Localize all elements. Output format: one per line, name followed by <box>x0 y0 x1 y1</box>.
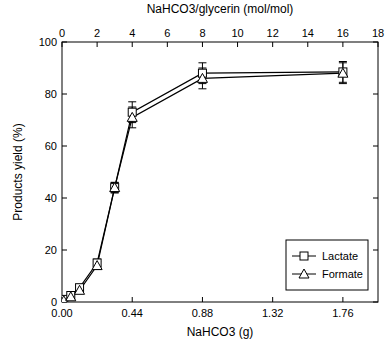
error-cap <box>198 68 206 69</box>
legend: Lactate Formate <box>286 240 368 290</box>
x2-tick-label: 4 <box>129 27 135 39</box>
x-tick <box>272 297 273 302</box>
error-bar <box>111 182 119 192</box>
x2-tick-label: 12 <box>267 27 279 39</box>
y-tick-label: 80 <box>45 88 57 100</box>
x-tick-label: 0.88 <box>192 307 213 319</box>
x-tick-label: 1.76 <box>332 307 353 319</box>
point <box>338 68 348 77</box>
x2-tick <box>202 42 203 47</box>
x2-tick <box>97 42 98 47</box>
y-tick-right <box>373 42 378 43</box>
x2-tick <box>132 42 133 47</box>
x-tick-label: 1.32 <box>262 307 283 319</box>
legend-label: Formate <box>322 268 363 280</box>
x2-tick <box>378 42 379 47</box>
x-tick-label: 0.44 <box>122 307 143 319</box>
x2-tick-label: 14 <box>302 27 314 39</box>
point <box>66 292 76 301</box>
error-cap <box>128 127 136 128</box>
x2-tick-label: 16 <box>337 27 349 39</box>
error-cap <box>339 61 347 62</box>
point <box>127 112 137 121</box>
y-tick-right <box>373 94 378 95</box>
y-tick <box>62 146 67 147</box>
y-tick <box>62 42 67 43</box>
x2-tick-label: 10 <box>231 27 243 39</box>
x2-axis-label: NaHCO3/glycerin (mol/mol) <box>147 2 294 16</box>
y-tick <box>62 198 67 199</box>
error-cap <box>339 83 347 84</box>
y-tick <box>62 250 67 251</box>
chart: 0.00 0.44 0.88 1.32 1.76 0 2 4 6 8 10 12 14 16 18 0 20 40… <box>0 0 392 345</box>
error-bar <box>198 63 206 84</box>
x2-tick <box>237 42 238 47</box>
y-tick-label: 60 <box>45 140 57 152</box>
x2-tick-label: 0 <box>59 27 65 39</box>
x-tick <box>202 297 203 302</box>
x2-tick <box>167 42 168 47</box>
error-cap <box>198 88 206 89</box>
point <box>75 285 85 294</box>
x2-tick-label: 8 <box>199 27 205 39</box>
x-tick-label: 0.00 <box>51 307 72 319</box>
y-tick-right <box>373 198 378 199</box>
point <box>92 261 102 270</box>
error-cap <box>111 192 119 193</box>
error-cap <box>198 62 206 63</box>
legend-marker <box>300 252 308 260</box>
legend-box <box>286 240 368 290</box>
x-tick <box>132 297 133 302</box>
x2-tick-label: 18 <box>372 27 384 39</box>
legend-label: Lactate <box>322 250 358 262</box>
y-axis-label: Products yield (%) <box>11 123 25 220</box>
legend-marker <box>299 269 309 278</box>
x2-tick <box>62 42 63 47</box>
x2-tick-label: 6 <box>164 27 170 39</box>
error-bar <box>198 68 206 89</box>
x2-tick <box>307 42 308 47</box>
y-tick <box>62 94 67 95</box>
y-tick-label: 100 <box>39 36 57 48</box>
x2-tick <box>272 42 273 47</box>
error-bar <box>111 182 119 192</box>
point <box>111 184 119 192</box>
y-tick-label: 20 <box>45 244 57 256</box>
error-bar <box>339 63 347 84</box>
y-tick-label: 40 <box>45 192 57 204</box>
x-axis-label: NaHCO3 (g) <box>187 325 254 339</box>
error-cap <box>128 101 136 102</box>
y-tick-label: 0 <box>51 296 57 308</box>
y-tick-right <box>373 302 378 303</box>
x-tick <box>342 297 343 302</box>
error-cap <box>339 62 347 63</box>
plot-frame <box>62 42 378 302</box>
y-tick-right <box>373 146 378 147</box>
y-tick-right <box>373 250 378 251</box>
error-cap <box>111 192 119 193</box>
error-cap <box>128 107 136 108</box>
point <box>197 73 207 82</box>
point <box>110 183 120 192</box>
x2-tick <box>342 42 343 47</box>
x2-tick-label: 2 <box>94 27 100 39</box>
